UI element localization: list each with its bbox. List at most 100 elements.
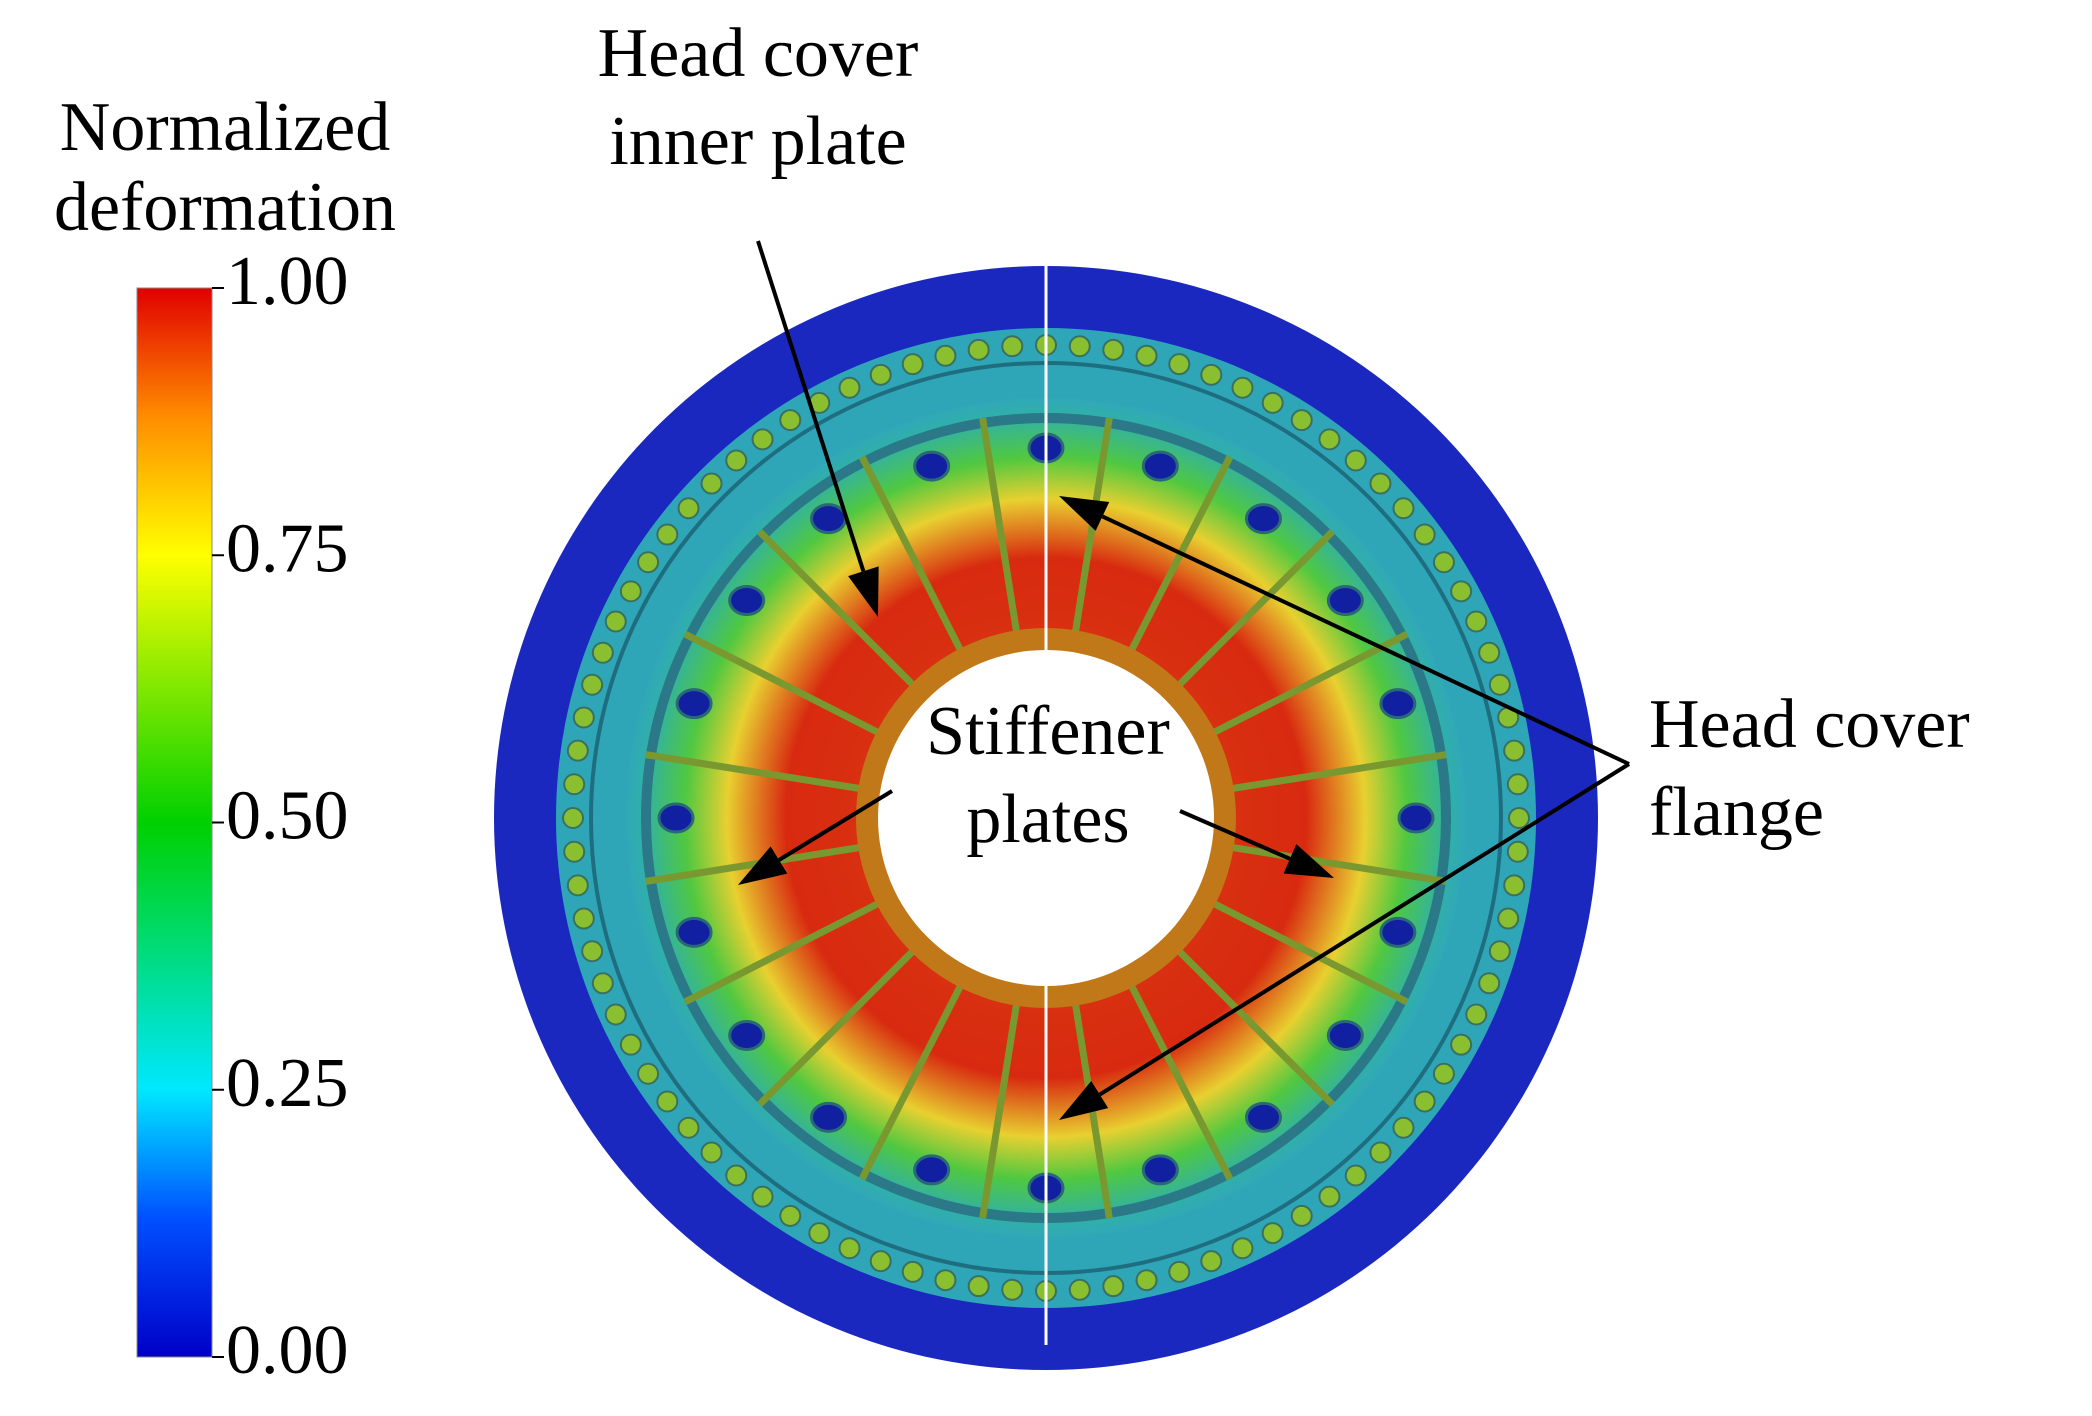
colorbar-title: deformation bbox=[54, 169, 396, 246]
annotation-text: plates bbox=[966, 781, 1129, 858]
bolt bbox=[1068, 335, 1091, 358]
hole bbox=[728, 1019, 766, 1051]
bolt bbox=[1290, 1204, 1313, 1227]
hole bbox=[675, 688, 713, 720]
bolt bbox=[700, 1141, 723, 1164]
stiffener bbox=[859, 455, 970, 664]
hole bbox=[1244, 503, 1282, 535]
stiffener bbox=[1069, 417, 1113, 646]
tick-label: 0.25 bbox=[226, 1045, 349, 1122]
hole bbox=[913, 450, 951, 482]
bolt bbox=[619, 1033, 642, 1056]
stiffener bbox=[645, 751, 874, 795]
stiffener bbox=[979, 990, 1023, 1219]
bolt bbox=[1290, 409, 1313, 432]
arrow-shaft bbox=[777, 789, 894, 862]
bolt bbox=[1318, 428, 1341, 451]
hole bbox=[1397, 802, 1435, 834]
bolt bbox=[725, 449, 748, 472]
arrow-head bbox=[848, 566, 879, 617]
bolt bbox=[1508, 807, 1530, 829]
bolt bbox=[604, 610, 627, 633]
tick-label: 0.75 bbox=[226, 510, 349, 587]
bolt bbox=[566, 874, 589, 897]
bolt bbox=[1478, 972, 1501, 995]
annotation-text: Stiffener bbox=[926, 693, 1170, 770]
bolt bbox=[1344, 1164, 1367, 1187]
deformation-model bbox=[494, 240, 1598, 1370]
stiffener bbox=[1167, 529, 1335, 697]
bolt bbox=[566, 739, 589, 762]
annotation-text: Head cover bbox=[1649, 686, 1970, 763]
bolt bbox=[591, 972, 614, 995]
stiffener bbox=[757, 939, 925, 1107]
hole bbox=[728, 585, 766, 617]
bolt bbox=[591, 641, 614, 664]
annotation: Head cover flange bbox=[1059, 496, 1970, 1120]
arrow-shaft bbox=[1101, 514, 1630, 766]
bolt bbox=[581, 673, 604, 696]
stiffener bbox=[683, 894, 892, 1005]
bolt bbox=[1231, 376, 1254, 399]
stiffener bbox=[1200, 894, 1409, 1005]
bolt bbox=[1503, 739, 1526, 762]
hole bbox=[1326, 1019, 1364, 1051]
bolt bbox=[1200, 363, 1223, 386]
annotation-text: flange bbox=[1649, 774, 1824, 851]
arrow-shaft bbox=[756, 240, 866, 572]
arrow-shaft bbox=[1098, 762, 1631, 1097]
bolt bbox=[1465, 610, 1488, 633]
bolt bbox=[869, 363, 892, 386]
bolt bbox=[1478, 641, 1501, 664]
annotation: Head cover inner plate bbox=[598, 15, 919, 617]
arrow-shaft bbox=[1179, 809, 1291, 861]
bolt bbox=[1488, 673, 1511, 696]
bolt bbox=[1168, 1260, 1191, 1283]
colorbar-title: Normalized bbox=[60, 89, 390, 166]
stiffener bbox=[1218, 751, 1447, 795]
bolt bbox=[808, 1222, 831, 1245]
bolt bbox=[1231, 1237, 1254, 1260]
bolt bbox=[1261, 391, 1284, 414]
stiffener bbox=[979, 417, 1023, 646]
annotation: Stiffener plates bbox=[738, 693, 1334, 885]
bolt bbox=[1413, 523, 1436, 546]
bolt bbox=[1102, 338, 1125, 361]
bolt bbox=[779, 1204, 802, 1227]
hole bbox=[1379, 688, 1417, 720]
bolt bbox=[656, 523, 679, 546]
bolt bbox=[677, 1116, 700, 1139]
bolt bbox=[700, 472, 723, 495]
stiffener bbox=[1122, 972, 1233, 1181]
bolt bbox=[1450, 580, 1473, 603]
tick-label: 1.00 bbox=[226, 243, 349, 320]
bolt bbox=[1200, 1250, 1223, 1273]
stiffener bbox=[683, 631, 892, 742]
bolt bbox=[1432, 551, 1455, 574]
bolt bbox=[967, 1275, 990, 1298]
stiffener bbox=[1200, 631, 1409, 742]
annotation-text: Head cover bbox=[598, 15, 919, 92]
bolt bbox=[677, 497, 700, 520]
bolt bbox=[604, 1003, 627, 1026]
bolt bbox=[1392, 1116, 1415, 1139]
bolt bbox=[1001, 335, 1024, 358]
bolt bbox=[838, 1237, 861, 1260]
bolt bbox=[725, 1164, 748, 1187]
bolt bbox=[1432, 1062, 1455, 1085]
hole bbox=[810, 1101, 848, 1133]
bolt bbox=[572, 706, 595, 729]
tick-label: 0.50 bbox=[226, 778, 349, 855]
arrow-head bbox=[1283, 844, 1334, 878]
stiffener bbox=[1122, 455, 1233, 664]
arrow-head bbox=[738, 846, 788, 885]
hole bbox=[1141, 1154, 1179, 1186]
bolt bbox=[1135, 1269, 1158, 1292]
arrow-head bbox=[1059, 1081, 1109, 1120]
hole bbox=[913, 1154, 951, 1186]
stiffener bbox=[859, 972, 970, 1181]
bolt bbox=[1102, 1275, 1125, 1298]
bolt bbox=[751, 1185, 774, 1208]
